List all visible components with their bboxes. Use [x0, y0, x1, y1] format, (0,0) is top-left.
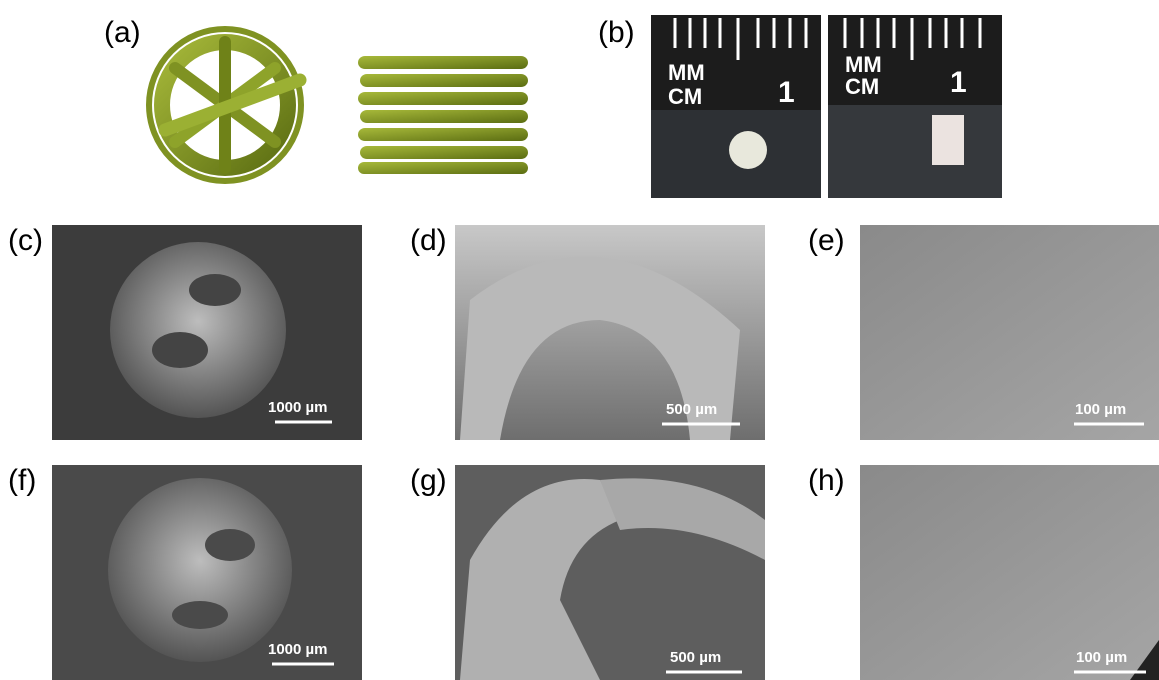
scale-bar-label: 500 µm: [670, 649, 721, 666]
sem-panel: (g) 500 µm: [410, 464, 765, 680]
photo: MM CM 1: [651, 15, 821, 198]
scale-bar-label: 100 µm: [1075, 401, 1126, 418]
panel-label: (g): [410, 464, 447, 497]
sem-panel: (e) 100 µm: [808, 224, 1159, 440]
panel-label: (h): [808, 464, 845, 497]
panel-label: (f): [8, 464, 36, 497]
sem-panel: (h) 100 µm: [808, 464, 1159, 680]
sem-panel: (f) 1000 µm: [8, 464, 362, 680]
scale-bar-label: 1000 µm: [268, 399, 328, 416]
panel-label: (c): [8, 224, 43, 257]
ruler-text: 1: [778, 76, 795, 109]
ruler-text: MM: [668, 60, 705, 85]
sem-panel: (d) 500 µm: [410, 224, 765, 440]
panel-label: (a): [104, 16, 141, 49]
scale-bar-label: 1000 µm: [268, 641, 328, 658]
figure: (a) (b) MM CM 1 MM: [0, 0, 1159, 680]
scaffold-render-top: [149, 29, 301, 181]
ruler-text: 1: [950, 66, 967, 99]
scale-bar-label: 500 µm: [666, 401, 717, 418]
scale-bar-label: 100 µm: [1076, 649, 1127, 666]
panel-label: (d): [410, 224, 447, 257]
scaffold-render-side: [358, 56, 528, 174]
panel-label: (e): [808, 224, 845, 257]
panel-label: (b): [598, 16, 635, 49]
sem-panel: (c) 1000 µm: [8, 224, 362, 440]
photo: MM CM 1: [828, 15, 1002, 198]
ruler-text: CM: [845, 74, 879, 99]
ruler-text: CM: [668, 84, 702, 109]
